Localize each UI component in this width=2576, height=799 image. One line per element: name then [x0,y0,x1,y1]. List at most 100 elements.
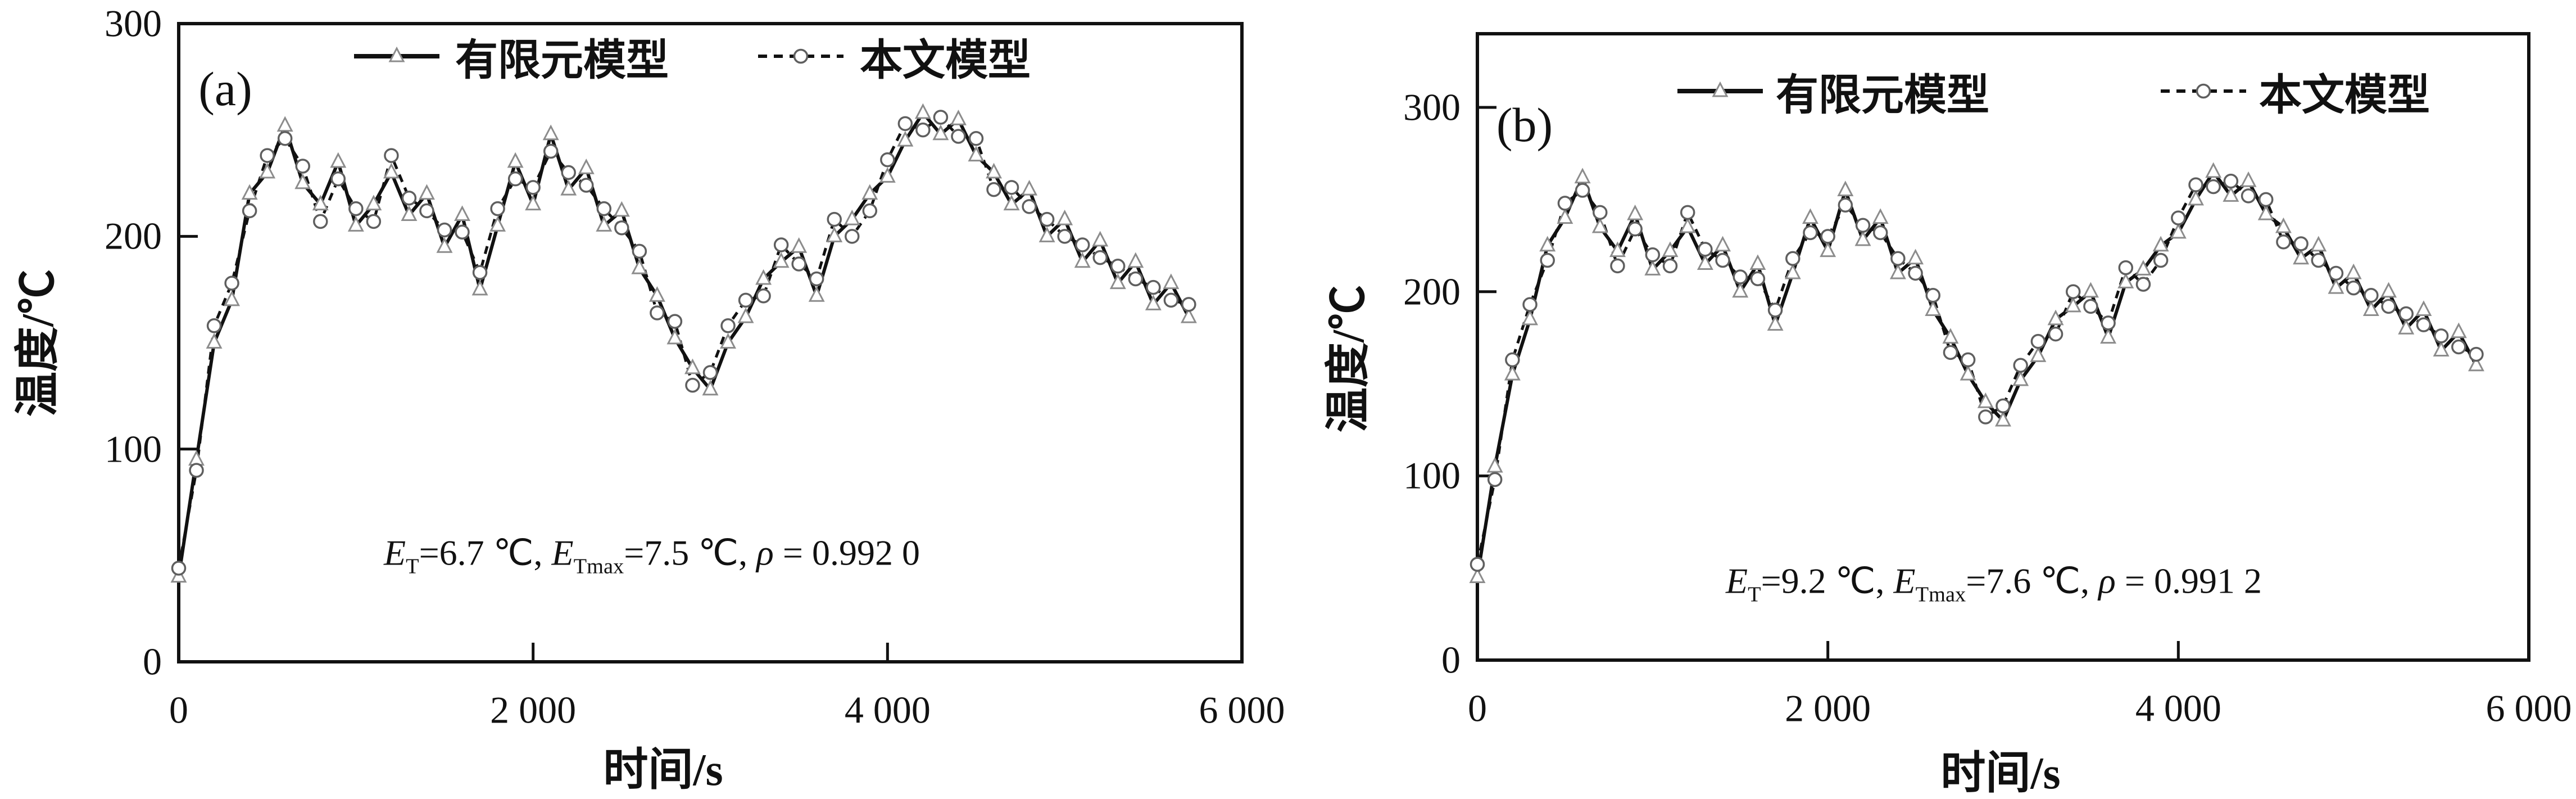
panel-b-series-1-line [1476,179,2477,565]
panel-b-fem-marker [2135,260,2152,276]
panel-a-paper-marker [685,377,700,393]
panel-a-fem-marker [259,162,276,179]
panel-a-fem-marker [1109,273,1126,290]
panel-b-fem-marker [2100,328,2117,344]
panel-b-paper-marker [1978,409,1993,425]
panel-a-paper-marker [348,201,364,216]
panel-a-fem-marker [968,146,985,162]
panel-a-fem-marker [720,333,737,349]
panel-a-y-tick-label: 200 [105,214,162,258]
panel-a-fem-marker [897,130,914,147]
panel-a-x-tick-label: 6 000 [1199,688,1285,732]
panel-a-fem-marker [914,103,931,119]
panel-a-paper-marker [189,463,204,478]
panel-b-fem-marker [1942,328,1959,344]
panel-b-fem-marker [1784,263,1801,279]
annotation-segment: T [1748,583,1761,607]
panel-b-fem-marker [2117,273,2134,288]
panel-b-paper-marker [2381,299,2396,314]
panel-b-fem-marker [2205,162,2222,178]
panel-a-series-0-line [177,111,1191,577]
panel-b-paper-marker [1838,197,1853,213]
panel-a-paper-marker [1022,199,1037,214]
panel-a-fem-marker [950,110,967,125]
annotation-segment: =9.2 ℃, [1761,561,1894,601]
panel-b-fem-marker [1574,168,1591,184]
panel-a-fem-marker [613,201,630,217]
panel-a-fem-marker [666,328,683,345]
annotation-segment: E [551,532,574,573]
panel-a-legend-fem-marker [388,46,405,62]
panel-b-fem-marker [2328,278,2344,294]
panel-a-paper-marker [1057,229,1072,244]
panel-a-y-tick-label: 300 [105,2,162,45]
panel-b-paper-marker [1733,269,1748,285]
panel-a-y-tick-label: 100 [105,427,162,471]
panel-b-paper-marker [2364,288,2379,303]
panel-b-fem-marker [2380,282,2397,298]
panel-b-fem-marker [2082,282,2099,298]
panel-a-paper-marker [809,271,824,287]
panel-a-paper-marker [277,131,293,146]
panel-b-paper-marker [2276,234,2291,250]
panel-b-paper-marker [1872,225,1888,241]
panel-a-fem-marker [241,184,258,200]
panel-b-paper-marker [2241,188,2256,204]
panel-a-fem-marker [755,269,772,285]
panel-b-paper-marker [2153,252,2169,268]
panel-b-paper-marker [1627,222,1643,237]
panel-a-paper-marker [1004,180,1019,195]
panel-b-fem-marker [2468,355,2484,372]
panel-b-yaxis-title: 温度/℃ [1324,285,1373,433]
panel-b-fem-marker [2047,309,2064,326]
panel-a-paper-marker [968,131,984,146]
panel-a-paper-marker [206,318,222,333]
panel-a-fem-marker [648,286,665,302]
panel-a-fem-marker [1145,295,1162,310]
panel-b-y-tick-label: 0 [1441,638,1461,681]
panel-a-fem-marker [224,290,241,306]
panel-b-fem-marker [2293,249,2310,265]
panel-a-paper-marker [596,201,612,216]
panel-b-paper-marker [2398,306,2414,322]
panel-b-fem-marker [1715,236,1731,252]
panel-a-paper-marker [295,159,310,174]
panel-b-xaxis-title: 时间/s [1940,749,2061,798]
panel-b-paper-marker [2416,317,2432,332]
panel-a-fem-marker [525,195,542,211]
annotation-segment: Tmax [573,554,624,579]
panel-a-paper-marker [543,143,559,159]
panel-a-annotation: ET=6.7 ℃, ETmax=7.5 ℃, ρ = 0.992 0 [384,532,920,579]
panel-b-paper-marker [1680,205,1695,220]
panel-b-fem-marker [2433,341,2450,357]
panel-a-fem-marker [843,209,860,225]
panel-a-fem-marker [418,184,435,200]
panel-a-paper-marker [579,178,594,193]
panel-b-fem-marker [2170,223,2187,239]
panel-a-paper-marker [986,182,1001,197]
panel-a-fem-marker [1074,252,1091,268]
panel-a-fem-marker [879,167,896,183]
panel-b-fem-marker [2310,236,2327,252]
panel-a-fem-marker [1092,231,1109,247]
panel-a-paper-marker [1128,271,1144,287]
panel-b-paper-marker [2206,179,2221,195]
panel-b-legend-fem-marker [1712,81,1729,97]
panel-b-fem-marker [1995,410,2011,427]
panel-a-fem-marker [560,179,577,196]
panel-b-fem-marker [2275,217,2292,233]
panel-b-fem-marker [1644,260,1661,276]
panel-b-paper-marker [2101,315,2116,331]
panel-a-paper-marker [845,229,860,244]
panel-a-fem-marker [1021,179,1038,196]
panel-a-yaxis-title: 温度/℃ [13,269,63,417]
panel-b-fem-marker [1802,208,1818,224]
annotation-segment: E [1893,561,1916,601]
panel-b-fem-marker [1820,241,1836,258]
panel-a-fem-marker [808,286,825,302]
panel-b-paper-marker [2346,280,2361,296]
panel-b-fem-marker [1504,364,1521,381]
panel-a-fem-marker [347,216,364,232]
panel-a-paper-marker [862,203,878,219]
panel-a-paper-marker [827,211,842,227]
